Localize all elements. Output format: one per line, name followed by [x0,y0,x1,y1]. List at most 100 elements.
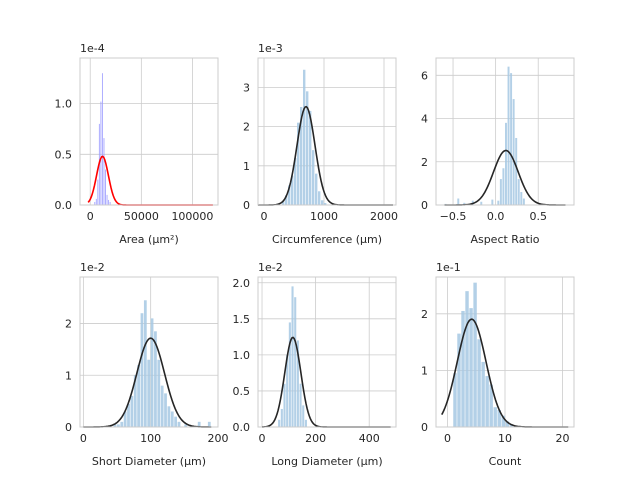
histogram-bar [101,73,103,205]
histogram-bar [147,359,151,427]
y-offset-text: 1e-4 [80,42,105,55]
histogram-bar [123,411,127,427]
y-offset-text: 1e-2 [80,261,105,274]
y-offset-text: 1e-2 [258,261,283,274]
histogram-bar [286,354,289,427]
y-tick-label: 0.0 [55,199,73,212]
histogram-bar [497,200,500,205]
histogram-bar [278,419,281,427]
y-tick-label: 2 [243,121,250,134]
y-tick-label: 1 [421,364,428,377]
histogram-bar [321,200,324,205]
histogram-bar [291,175,294,205]
axes-frame [435,276,575,428]
histogram-bar [300,107,303,205]
histogram-bar [507,66,510,205]
histogram-bar [489,384,493,427]
x-tick-label: 1000 [310,210,338,223]
x-tick-label: 200 [305,432,326,445]
x-tick-label: 0 [87,210,94,223]
histogram-bar [510,73,513,205]
y-tick-label: 0 [65,421,72,434]
histogram-bar [463,202,466,205]
y-tick-label: 0 [421,199,428,212]
histogram-bar [309,110,312,205]
y-tick-label: 6 [421,69,428,82]
histogram-bar [315,173,318,205]
histogram-bar [501,415,505,427]
histogram-bar [294,157,297,205]
histogram-bar [100,101,102,205]
axes-frame [79,57,219,206]
histogram-bar [117,424,120,427]
x-tick-label: 200 [208,432,229,445]
histogram-bar [282,201,285,205]
histogram-bar [512,99,515,205]
histogram-bar [105,169,106,205]
histogram-bar [453,373,457,427]
x-axis-label: Circumference (µm) [272,233,382,246]
y-tick-label: 2 [421,156,428,169]
histogram-bar [303,69,306,205]
x-axis-label: Aspect Ratio [470,233,539,246]
histogram-bar [109,201,111,205]
x-tick-label: −0.5 [440,210,467,223]
x-tick-label: 0.0 [487,210,505,223]
histogram-bar [465,291,469,427]
histogram-bar [137,364,140,427]
histogram-bar [505,421,509,427]
histogram-bar [517,179,520,205]
histogram-bar [97,179,99,205]
histogram-bar [113,424,117,427]
subplot-2: 0 1000 2000 0 1 2 3 Circumference (µm) 1e-3 [243,42,398,246]
histogram-bar [515,137,518,205]
subplot-1: 0 50000 100000 0.0 0.5 1.0 Area (µm²) 1e-4 [55,42,219,246]
histogram-bar [103,138,105,205]
x-tick-label: 2000 [370,210,398,223]
histogram-bar [461,310,465,427]
histogram-bar [318,191,321,205]
histogram-bar [477,339,481,427]
histogram-bar [288,322,291,427]
x-axis-label: Long Diameter (µm) [271,455,382,468]
histogram-bar [130,395,134,427]
x-tick-label: 0 [259,432,266,445]
histogram-bar [491,199,494,205]
histogram-bar [174,416,178,427]
x-tick-label: 50000 [124,210,159,223]
histogram-bar [160,385,164,427]
x-tick-label: 10 [498,432,512,445]
y-tick-label: 3 [243,81,250,94]
histogram-bar [197,421,201,427]
histogram-bar [473,282,477,427]
histogram-bar [285,195,288,205]
y-tick-label: 1.0 [233,349,251,362]
y-tick-label: 0.5 [233,385,251,398]
histogram-bar [469,308,473,427]
subplot-5: 0 200 400 0.0 0.5 1.0 1.5 2.0 Long Diameter (µm)… [233,261,397,468]
histogram-bar [283,383,286,427]
y-tick-label: 4 [421,113,428,126]
axes-frame [257,276,397,428]
y-tick-label: 0.0 [233,421,251,434]
histogram-bar [299,383,302,427]
x-tick-label: 0.5 [529,210,547,223]
histogram-bar [184,424,188,427]
y-tick-label: 0 [421,421,428,434]
gridlines [436,277,574,428]
histogram-bar [140,313,144,427]
histogram-bar [177,421,181,427]
histogram-bar [127,403,130,427]
histogram-bar [280,408,283,427]
histogram-bar [499,179,502,205]
histogram-bar [106,194,108,205]
histogram-bar [502,168,505,205]
y-tick-label: 0 [243,199,250,212]
histogram-bar [154,331,157,427]
x-axis-label: Short Diameter (µm) [92,455,206,468]
x-axis-label: Count [489,455,522,468]
y-tick-label: 2.0 [233,277,251,290]
histogram-bar [150,318,154,427]
histogram-bar [304,419,307,427]
y-tick-label: 1.5 [233,313,251,326]
